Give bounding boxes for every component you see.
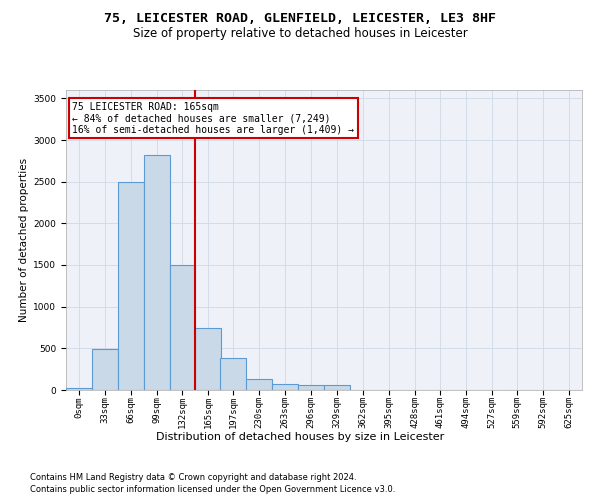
- Text: 75 LEICESTER ROAD: 165sqm
← 84% of detached houses are smaller (7,249)
16% of se: 75 LEICESTER ROAD: 165sqm ← 84% of detac…: [72, 102, 354, 135]
- Bar: [247, 379, 272, 390]
- Bar: [143, 155, 170, 390]
- Bar: [92, 349, 118, 390]
- Bar: [66, 388, 92, 390]
- Text: Size of property relative to detached houses in Leicester: Size of property relative to detached ho…: [133, 28, 467, 40]
- Y-axis label: Number of detached properties: Number of detached properties: [19, 158, 29, 322]
- Bar: [196, 328, 221, 390]
- Bar: [118, 182, 143, 390]
- Bar: [324, 385, 350, 390]
- Text: Contains public sector information licensed under the Open Government Licence v3: Contains public sector information licen…: [30, 485, 395, 494]
- Bar: [170, 265, 196, 390]
- Bar: [272, 384, 298, 390]
- Text: 75, LEICESTER ROAD, GLENFIELD, LEICESTER, LE3 8HF: 75, LEICESTER ROAD, GLENFIELD, LEICESTER…: [104, 12, 496, 26]
- Bar: [298, 384, 324, 390]
- Text: Contains HM Land Registry data © Crown copyright and database right 2024.: Contains HM Land Registry data © Crown c…: [30, 472, 356, 482]
- Text: Distribution of detached houses by size in Leicester: Distribution of detached houses by size …: [156, 432, 444, 442]
- Bar: [220, 358, 247, 390]
